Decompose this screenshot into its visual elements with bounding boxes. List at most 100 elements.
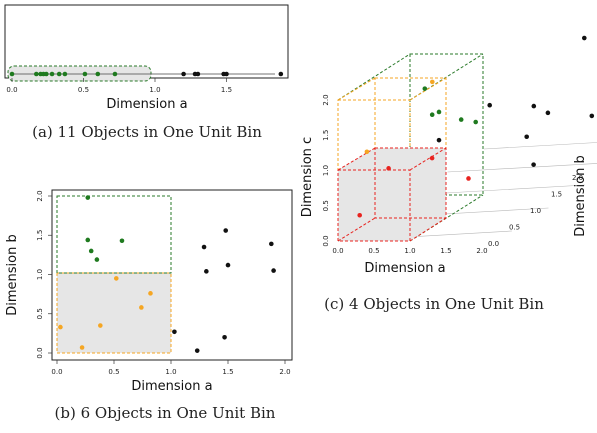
point-b-orange (58, 324, 63, 330)
y-tick-label-c: 0.0 (322, 235, 330, 246)
caption-a: (a) 11 Objects in One Unit Bin (32, 123, 262, 141)
points-a (9, 71, 284, 77)
x-tick-label-c: 2.0 (476, 247, 487, 255)
panel-c: 0.0 0.5 1.0 1.5 2.00.00.51.01.52.00.00.51.01… (300, 35, 597, 313)
point-c-red (429, 155, 435, 161)
point-a-green (62, 71, 68, 77)
point-b-orange (148, 291, 153, 296)
zlabel-c: Dimension b (573, 155, 588, 237)
point-a-green (49, 71, 55, 77)
z-tick-label-c: 0.5 (509, 224, 520, 232)
caption-c: (c) 4 Objects in One Unit Bin (324, 295, 544, 313)
x-tick-label-a: 0.5 (78, 86, 89, 94)
point-a-black (181, 71, 186, 77)
y-tick-label-b: 1.5 (36, 230, 44, 241)
point-b-black (201, 244, 207, 250)
point-a-black (195, 71, 201, 77)
x-tick-label-c: 0.0 (332, 247, 343, 255)
point-c-black (531, 103, 537, 109)
point-c-orange (364, 149, 370, 155)
point-b-black (194, 348, 200, 353)
point-a-green (44, 71, 49, 77)
point-c-green (473, 119, 479, 125)
point-c-black (524, 134, 529, 140)
point-c-black (582, 35, 587, 41)
ticks-a: 0.0 0.5 1.0 1.5 (6, 78, 232, 94)
neighbor-bin-b (56, 195, 172, 274)
point-c-black (487, 102, 493, 108)
point-c-black (589, 113, 595, 119)
x-tick-label-b: 0.5 (108, 368, 119, 376)
point-c-black (436, 137, 442, 143)
y-tick-label-c: 2.0 (322, 94, 330, 105)
point-a-green (56, 71, 62, 77)
point-b-black (225, 262, 231, 268)
y-tick-label-c: 1.0 (322, 165, 330, 176)
point-b-orange (79, 345, 85, 350)
floor-grid-line (483, 142, 597, 150)
point-b-green (88, 248, 94, 254)
point-b-black (271, 268, 276, 273)
panel-a: 0.0 0.5 1.0 1.5 Dimension a (a) 11 Objects … (4, 4, 289, 141)
point-a-green (9, 71, 15, 77)
x-tick-label-b: 1.0 (165, 368, 176, 376)
point-c-green (458, 117, 464, 122)
point-a-green (112, 71, 118, 77)
unit-bin-a (7, 65, 152, 82)
x-tick-label-b: 0.0 (51, 368, 62, 376)
x-tick-label-b: 2.0 (279, 368, 290, 376)
x-tick-label-a: 1.0 (149, 86, 160, 94)
point-b-black (172, 329, 177, 335)
plot-frame-b (51, 189, 293, 361)
point-b-orange (139, 305, 144, 310)
xlabel-b: Dimension a (131, 379, 212, 394)
ylabel-b: Dimension b (5, 234, 20, 316)
y-tick-label-b: 1.0 (36, 269, 44, 280)
point-c-green (429, 112, 435, 117)
point-b-black (223, 228, 229, 233)
y-tick-label-b: 2.0 (36, 190, 44, 201)
z-tick-label-c: 1.5 (551, 191, 562, 199)
z-tick-label-c: 2.0 (572, 174, 583, 182)
point-c-black (531, 162, 536, 167)
y-tick-label-b: 0.0 (36, 347, 44, 358)
ticks-b: 0.0 0.5 1.0 1.5 2.0 0.0 0.5 1.0 1.5 2.0 (36, 190, 291, 376)
points-b (58, 195, 276, 353)
point-a-green (34, 71, 39, 77)
point-a-black (278, 71, 284, 77)
x-tick-label-b: 1.5 (222, 368, 233, 376)
point-a-green (95, 71, 101, 77)
unit-bin-b (56, 272, 172, 354)
x-tick-label-a: 0.0 (6, 86, 17, 94)
point-c-green (436, 109, 442, 115)
floor-grid-line (447, 163, 597, 173)
x-tick-label-a: 1.5 (221, 86, 232, 94)
y-tick-label-b: 0.5 (36, 308, 44, 319)
red-bin-c (337, 147, 447, 242)
x-tick-label-c: 0.5 (368, 247, 379, 255)
panel-b: 0.0 0.5 1.0 1.5 2.0 0.0 0.5 1.0 1.5 2.0 Dimension… (5, 189, 293, 422)
point-c-red (357, 212, 363, 218)
point-c-red (386, 166, 391, 171)
point-c-orange (430, 79, 435, 85)
caption-b: (b) 6 Objects in One Unit Bin (55, 404, 276, 422)
point-c-red (466, 176, 471, 181)
x-tick-label-c: 1.5 (440, 247, 451, 255)
z-tick-label-c: 1.0 (530, 207, 541, 215)
ticks-c: 0.0 0.5 1.0 1.5 2.00.00.51.01.52.00.00.51.01… (322, 94, 583, 255)
point-b-green (85, 195, 91, 200)
point-b-green (119, 238, 125, 244)
point-b-orange (98, 323, 103, 328)
point-b-black (222, 335, 227, 340)
point-b-green (94, 257, 100, 262)
xlabel-a: Dimension a (106, 97, 187, 112)
point-a-green (82, 71, 88, 77)
point-b-green (85, 237, 91, 243)
points-c (357, 35, 595, 218)
xlabel-c: Dimension a (364, 261, 445, 276)
x-tick-label-c: 1.0 (404, 247, 415, 255)
point-a-black (224, 71, 229, 77)
ylabel-c: Dimension c (300, 137, 315, 217)
point-c-green (422, 86, 428, 91)
